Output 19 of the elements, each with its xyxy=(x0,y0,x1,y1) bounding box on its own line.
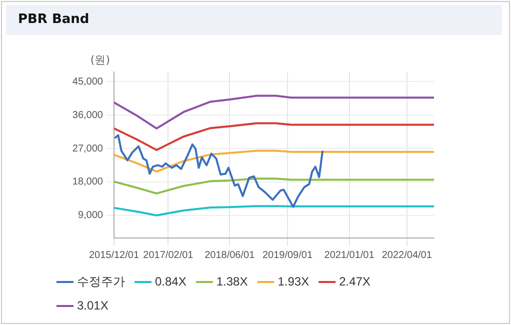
legend-label: 0.84X xyxy=(155,274,186,288)
x-tick-label: 2021/01/01 xyxy=(324,250,375,261)
legend-label: 수정주가 xyxy=(77,274,125,288)
x-tick-label: 2019/09/01 xyxy=(262,250,313,261)
y-tick-label: 18,000 xyxy=(72,176,104,188)
legend-label: 1.38X xyxy=(216,274,248,288)
y-axis-title: (원) xyxy=(90,53,110,66)
x-tick-label: 2017/02/01 xyxy=(143,250,194,261)
x-tick-label: 2022/04/01 xyxy=(382,250,432,261)
y-tick-label: 9,000 xyxy=(78,210,104,222)
legend-label: 1.93X xyxy=(278,274,310,288)
x-tick-label: 2015/12/01 xyxy=(88,250,140,261)
y-tick-label: 36,000 xyxy=(72,110,104,121)
y-tick-label: 27,000 xyxy=(72,143,104,154)
y-tick-label: 45,000 xyxy=(72,76,104,88)
x-tick-label: 2018/06/01 xyxy=(204,250,256,261)
chart-title: PBR Band xyxy=(18,12,90,27)
legend-label: 3.01X xyxy=(77,298,108,312)
legend-label: 2.47X xyxy=(339,274,370,288)
